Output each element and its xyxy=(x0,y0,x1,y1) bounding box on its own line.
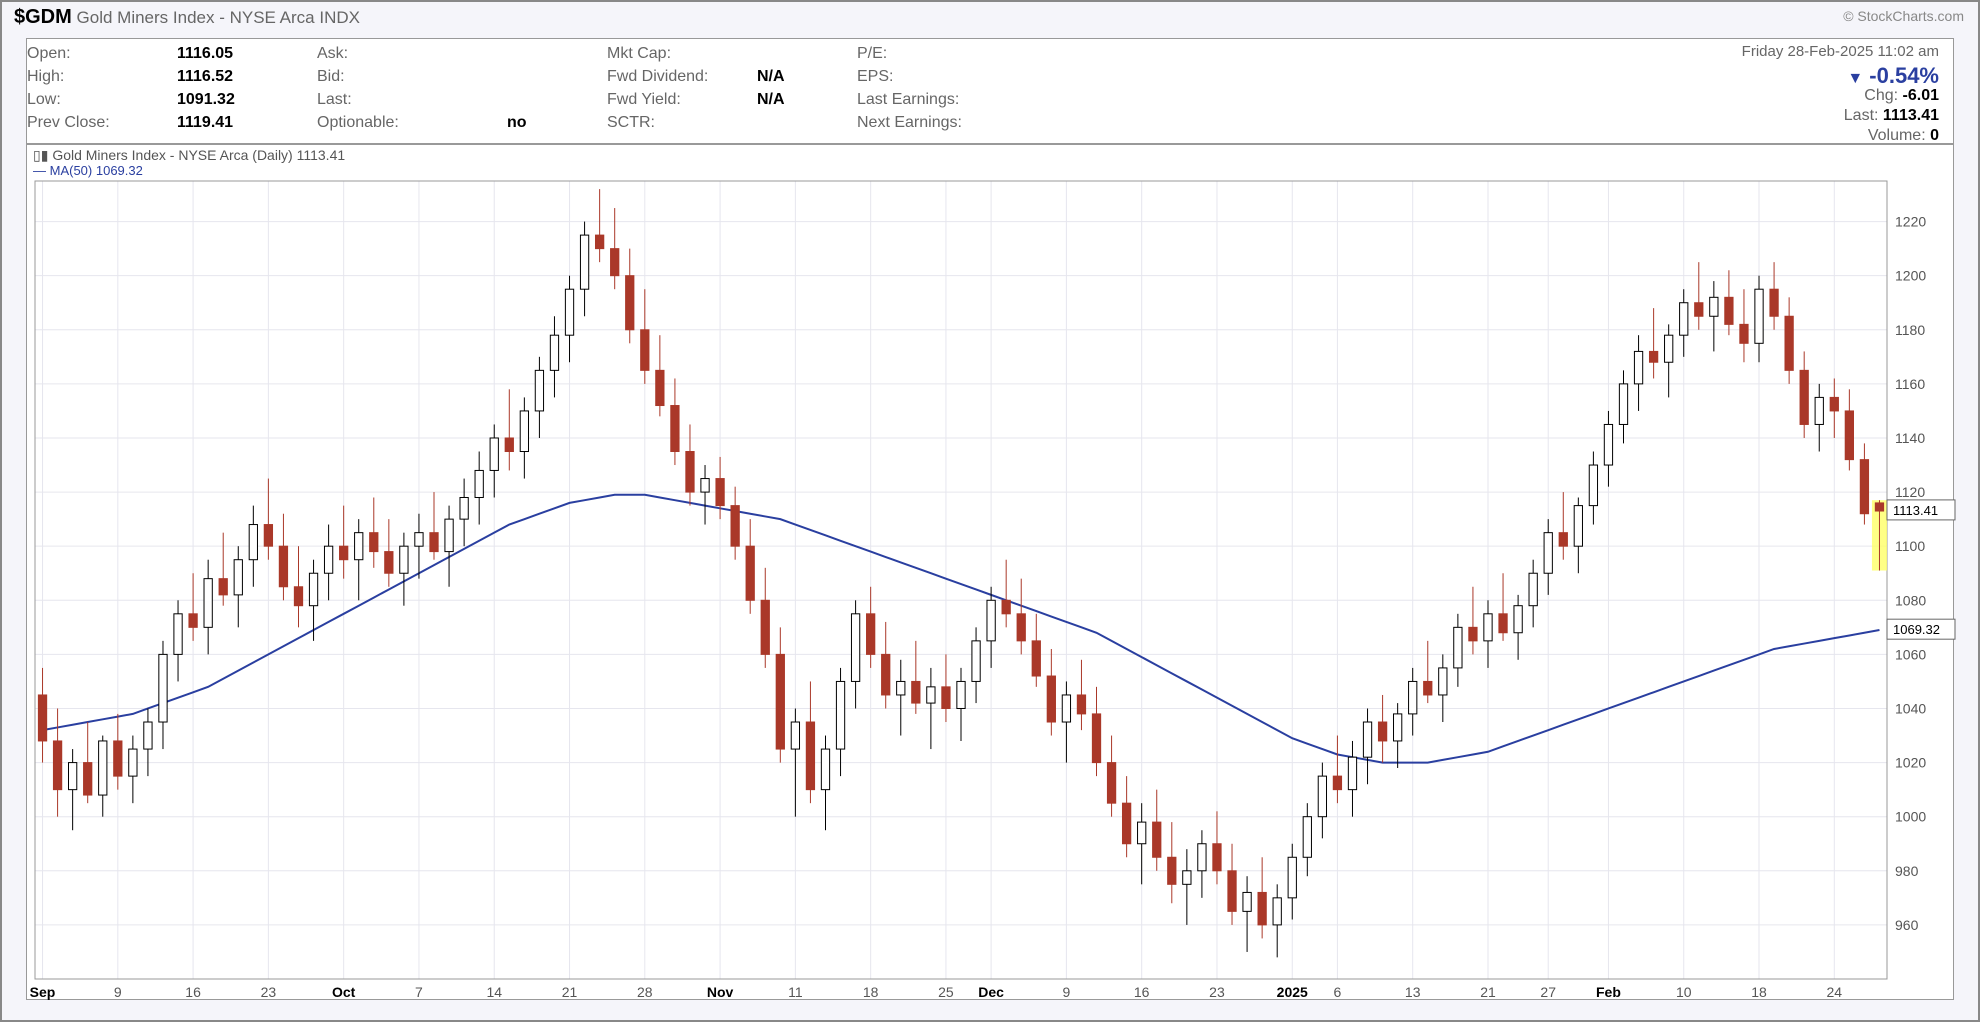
quote-value: N/A xyxy=(757,68,785,86)
svg-text:23: 23 xyxy=(1209,984,1225,1000)
svg-text:7: 7 xyxy=(415,984,423,1000)
svg-text:9: 9 xyxy=(114,984,122,1000)
svg-text:960: 960 xyxy=(1895,917,1919,933)
title-bar: $GDM Gold Miners Index - NYSE Arca INDX xyxy=(2,2,1978,32)
svg-text:1000: 1000 xyxy=(1895,809,1926,825)
svg-text:1060: 1060 xyxy=(1895,646,1926,662)
quote-right-row: Volume: 0 xyxy=(1868,127,1939,145)
svg-text:1160: 1160 xyxy=(1895,376,1925,392)
quote-label: Ask: xyxy=(317,45,348,63)
svg-text:1140: 1140 xyxy=(1895,430,1925,446)
quote-label: Last: xyxy=(1844,107,1879,124)
svg-text:Oct: Oct xyxy=(332,984,356,1000)
svg-text:25: 25 xyxy=(938,984,954,1000)
quote-label: Prev Close: xyxy=(27,114,110,132)
svg-text:10: 10 xyxy=(1676,984,1692,1000)
svg-text:18: 18 xyxy=(1751,984,1767,1000)
svg-text:1220: 1220 xyxy=(1895,214,1926,230)
svg-text:27: 27 xyxy=(1540,984,1556,1000)
chart-title: ▯▮ Gold Miners Index - NYSE Arca (Daily)… xyxy=(33,147,345,164)
svg-text:16: 16 xyxy=(1134,984,1150,1000)
down-triangle-icon: ▼ xyxy=(1847,70,1863,87)
svg-text:Dec: Dec xyxy=(978,984,1004,1000)
svg-text:Nov: Nov xyxy=(707,984,734,1000)
quote-value: no xyxy=(507,114,527,132)
quote-value: 1116.05 xyxy=(177,45,233,63)
svg-text:18: 18 xyxy=(863,984,879,1000)
quote-right-row: Last: 1113.41 xyxy=(1844,107,1939,125)
svg-text:21: 21 xyxy=(562,984,578,1000)
quote-value: N/A xyxy=(757,91,785,109)
svg-text:13: 13 xyxy=(1405,984,1421,1000)
quote-value: 1119.41 xyxy=(177,114,233,132)
quote-label: Fwd Dividend: xyxy=(607,68,708,86)
quote-label: Open: xyxy=(27,45,71,63)
svg-text:Feb: Feb xyxy=(1596,984,1621,1000)
candlestick-icon: ▯▮ xyxy=(33,147,48,163)
symbol: $GDM xyxy=(14,6,72,28)
quote-value: 1091.32 xyxy=(177,91,235,109)
svg-text:1020: 1020 xyxy=(1895,755,1926,771)
svg-text:2025: 2025 xyxy=(1277,984,1308,1000)
quote-label: Last Earnings: xyxy=(857,91,959,109)
svg-text:21: 21 xyxy=(1480,984,1496,1000)
chart-frame: $GDM Gold Miners Index - NYSE Arca INDX … xyxy=(0,0,1980,1022)
quote-datetime: Friday 28-Feb-2025 11:02 am xyxy=(1742,43,1939,60)
instrument-type: INDX xyxy=(319,8,360,27)
svg-text:24: 24 xyxy=(1827,984,1843,1000)
svg-text:Sep: Sep xyxy=(30,984,56,1000)
quote-box: Friday 28-Feb-2025 11:02 am ▼ -0.54% Ope… xyxy=(26,38,1954,144)
quote-label: Next Earnings: xyxy=(857,114,962,132)
svg-text:1080: 1080 xyxy=(1895,592,1926,608)
svg-text:28: 28 xyxy=(637,984,653,1000)
quote-percent: ▼ -0.54% xyxy=(1847,63,1939,89)
quote-value: 0 xyxy=(1930,127,1939,144)
svg-text:1069.32: 1069.32 xyxy=(1893,622,1940,637)
quote-label: Chg: xyxy=(1864,87,1898,104)
svg-text:1113.41: 1113.41 xyxy=(1893,503,1938,518)
quote-label: Bid: xyxy=(317,68,345,86)
svg-text:1100: 1100 xyxy=(1895,538,1925,554)
price-chart[interactable]: 960 980 1000 1020 1040 1060 1080 1100 1120 1140 11… xyxy=(27,145,1957,1003)
svg-text:1200: 1200 xyxy=(1895,268,1926,284)
quote-label: Fwd Yield: xyxy=(607,91,681,109)
quote-value: -6.01 xyxy=(1903,87,1939,104)
svg-text:980: 980 xyxy=(1895,863,1919,879)
instrument-name: Gold Miners Index - NYSE Arca xyxy=(77,8,315,27)
quote-label: Last: xyxy=(317,91,352,109)
attribution: © StockCharts.com xyxy=(1843,8,1964,24)
line-icon: — xyxy=(33,163,46,178)
svg-text:1180: 1180 xyxy=(1895,322,1925,338)
quote-label: SCTR: xyxy=(607,114,655,132)
quote-label: High: xyxy=(27,68,64,86)
ma-label: — MA(50) 1069.32 xyxy=(33,163,143,178)
svg-text:9: 9 xyxy=(1062,984,1070,1000)
quote-label: Low: xyxy=(27,91,61,109)
quote-label: P/E: xyxy=(857,45,887,63)
svg-text:11: 11 xyxy=(788,984,803,1000)
quote-label: Optionable: xyxy=(317,114,399,132)
quote-value: 1116.52 xyxy=(177,68,233,86)
svg-text:1120: 1120 xyxy=(1895,484,1925,500)
svg-text:14: 14 xyxy=(486,984,502,1000)
quote-right-row: Chg: -6.01 xyxy=(1864,87,1939,105)
quote-label: EPS: xyxy=(857,68,893,86)
svg-text:1040: 1040 xyxy=(1895,700,1926,716)
svg-text:23: 23 xyxy=(261,984,277,1000)
quote-value: 1113.41 xyxy=(1883,107,1939,124)
quote-label: Mkt Cap: xyxy=(607,45,671,63)
quote-label: Volume: xyxy=(1868,127,1926,144)
svg-text:16: 16 xyxy=(185,984,201,1000)
svg-text:6: 6 xyxy=(1334,984,1342,1000)
chart-area[interactable]: ▯▮ Gold Miners Index - NYSE Arca (Daily)… xyxy=(26,144,1954,1000)
